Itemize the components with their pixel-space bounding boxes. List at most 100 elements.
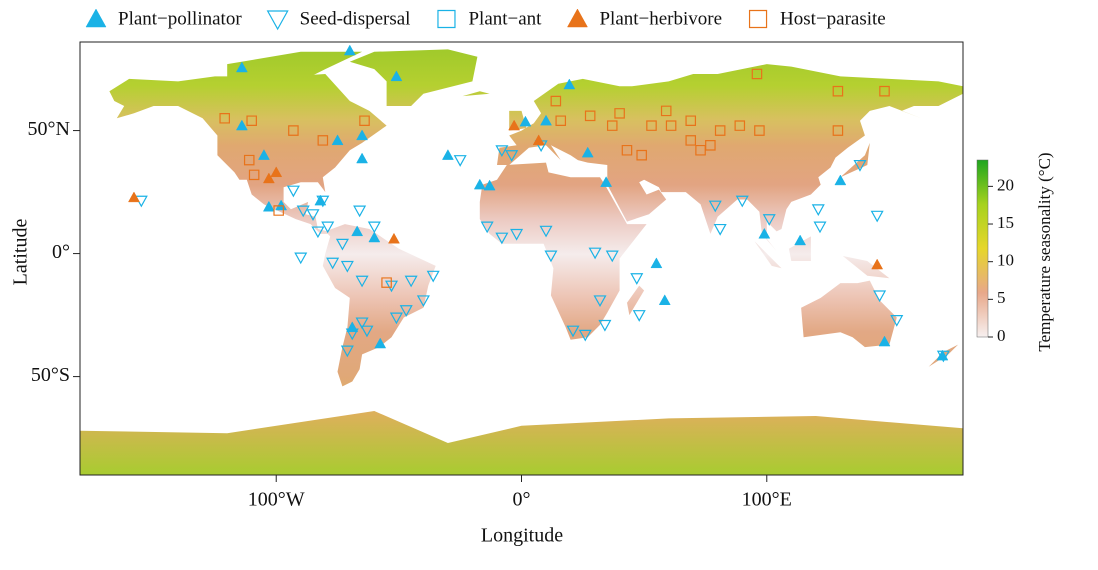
- point: [811, 204, 825, 217]
- land: [497, 64, 963, 252]
- point: [235, 119, 248, 131]
- point: [632, 310, 646, 322]
- point: [873, 290, 887, 303]
- point: [441, 149, 454, 160]
- point: [345, 328, 359, 341]
- point: [636, 149, 647, 161]
- point: [480, 221, 494, 234]
- land: [788, 236, 811, 261]
- point: [762, 214, 776, 226]
- colorbar-tick-label: 0: [997, 326, 1006, 345]
- point: [374, 337, 387, 349]
- x-tick-label: 100°E: [742, 489, 792, 511]
- legend-label: Plant−pollinator: [118, 8, 242, 29]
- point: [360, 325, 374, 338]
- point: [335, 238, 349, 251]
- point: [650, 257, 663, 269]
- point: [813, 221, 827, 234]
- point: [356, 129, 368, 141]
- land: [349, 49, 478, 106]
- point: [340, 260, 354, 273]
- point: [262, 172, 275, 184]
- point: [600, 176, 613, 187]
- legend-label: Host−parasite: [780, 8, 886, 29]
- point: [355, 275, 369, 288]
- point: [510, 228, 524, 241]
- point: [532, 134, 545, 146]
- legend-label: Seed-dispersal: [300, 8, 411, 29]
- axes: 100°W 0° 100°E 50°N 0° 50°S: [28, 118, 792, 510]
- colorbar: 0 5 10 15 20 Temperature seasonality (°C): [976, 152, 1054, 352]
- point: [660, 105, 672, 117]
- point: [473, 178, 486, 190]
- point: [713, 223, 727, 236]
- point: [306, 209, 320, 221]
- point: [368, 231, 381, 243]
- point: [388, 232, 400, 244]
- point: [353, 205, 367, 218]
- point: [758, 227, 771, 239]
- point: [296, 205, 310, 218]
- point: [588, 247, 602, 260]
- land: [754, 241, 782, 269]
- point: [314, 194, 327, 206]
- legend-label: Plant−ant: [468, 8, 542, 29]
- point: [128, 191, 140, 203]
- point: [685, 135, 697, 146]
- land: [627, 285, 645, 316]
- point: [219, 112, 230, 124]
- point: [359, 115, 370, 127]
- point: [505, 150, 519, 162]
- land: [109, 74, 387, 234]
- point: [331, 134, 344, 146]
- legend-marker: [266, 10, 289, 31]
- point: [890, 315, 904, 327]
- land: [842, 256, 890, 279]
- point: [508, 119, 521, 131]
- land: [322, 224, 436, 387]
- colorbar-tick-label: 10: [997, 251, 1014, 270]
- point: [614, 108, 625, 119]
- point: [416, 295, 430, 308]
- y-axis-label: Latitude: [10, 219, 32, 286]
- point: [540, 114, 552, 126]
- point: [539, 225, 553, 238]
- colorbar-label: Temperature seasonality (°C): [1035, 152, 1054, 351]
- point: [751, 68, 763, 80]
- y-tick-label: 0°: [52, 241, 70, 263]
- y-tick-label: 50°S: [31, 364, 70, 386]
- point: [754, 125, 765, 136]
- point: [399, 305, 413, 317]
- point: [390, 70, 403, 82]
- point: [286, 185, 300, 198]
- point: [381, 277, 392, 288]
- land: [801, 280, 897, 348]
- point: [356, 152, 368, 164]
- point: [878, 335, 891, 347]
- point: [483, 179, 496, 191]
- point: [316, 195, 330, 208]
- point: [593, 295, 607, 308]
- point: [605, 250, 619, 263]
- point: [355, 317, 369, 330]
- point: [273, 205, 284, 216]
- point: [550, 95, 562, 107]
- legend-marker: [85, 8, 107, 28]
- point: [685, 115, 697, 127]
- point: [311, 226, 325, 239]
- land: [227, 51, 363, 82]
- point: [870, 210, 884, 223]
- point: [288, 125, 299, 136]
- land: [80, 411, 963, 475]
- point: [343, 44, 356, 56]
- point: [871, 258, 884, 270]
- points: [128, 44, 950, 363]
- point: [695, 144, 706, 156]
- point: [936, 350, 950, 363]
- point: [832, 85, 844, 97]
- point: [578, 329, 592, 342]
- x-tick-label: 0°: [513, 489, 531, 511]
- point: [658, 294, 671, 305]
- point: [832, 125, 844, 136]
- point: [294, 252, 308, 265]
